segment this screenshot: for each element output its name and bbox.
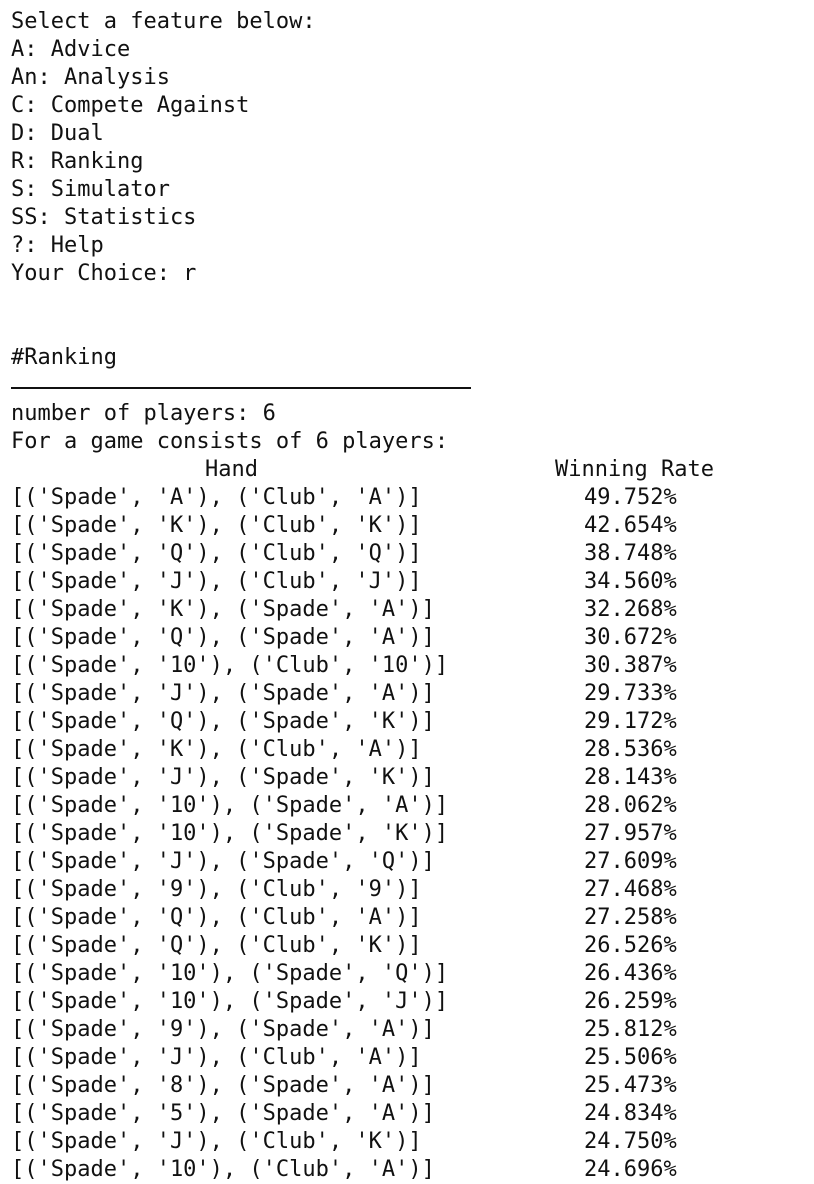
rate-cell: 25.812% — [584, 1017, 677, 1042]
separator-rule — [11, 372, 811, 400]
table-row: [('Spade', 'J'), ('Spade', 'K')] 28.143% — [11, 764, 811, 792]
separator-line — [11, 387, 471, 389]
table-row: [('Spade', 'K'), ('Spade', 'A')] 32.268% — [11, 596, 811, 624]
ranking-section: #Ranking number of players: 6 For a game… — [11, 344, 811, 1184]
hand-column-header: Hand — [205, 457, 258, 482]
players-count-line: number of players: 6 — [11, 401, 276, 426]
rate-cell: 38.748% — [584, 541, 677, 566]
rate-cell: 24.696% — [584, 1157, 677, 1182]
hand-cell: [('Spade', 'J'), ('Spade', 'K')] — [11, 765, 435, 790]
menu-option-help: ?: Help — [11, 233, 104, 258]
table-row: [('Spade', 'A'), ('Club', 'A')] 49.752% — [11, 484, 811, 512]
rate-cell: 25.506% — [584, 1045, 677, 1070]
hand-cell: [('Spade', 'A'), ('Club', 'A')] — [11, 485, 422, 510]
table-row: [('Spade', 'Q'), ('Club', 'Q')] 38.748% — [11, 540, 811, 568]
rate-cell: 49.752% — [584, 485, 677, 510]
rate-cell: 34.560% — [584, 569, 677, 594]
table-row: [('Spade', 'K'), ('Club', 'A')] 28.536% — [11, 736, 811, 764]
hand-cell: [('Spade', '8'), ('Spade', 'A')] — [11, 1073, 435, 1098]
rate-cell: 42.654% — [584, 513, 677, 538]
table-row: [('Spade', '10'), ('Club', '10')] 30.387% — [11, 652, 811, 680]
table-row: [('Spade', '8'), ('Spade', 'A')] 25.473% — [11, 1072, 811, 1100]
table-row: [('Spade', '10'), ('Spade', 'A')] 28.062% — [11, 792, 811, 820]
choice-input-line: Your Choice: r — [11, 261, 197, 286]
rate-cell: 25.473% — [584, 1073, 677, 1098]
hand-cell: [('Spade', '10'), ('Club', 'A')] — [11, 1157, 435, 1182]
hand-cell: [('Spade', '10'), ('Spade', 'A')] — [11, 793, 449, 818]
rate-cell: 24.834% — [584, 1101, 677, 1126]
rate-cell: 27.468% — [584, 877, 677, 902]
hand-cell: [('Spade', 'J'), ('Club', 'J')] — [11, 569, 422, 594]
table-row: [('Spade', '10'), ('Spade', 'J')] 26.259% — [11, 988, 811, 1016]
rate-cell: 30.387% — [584, 653, 677, 678]
menu-option-simulator: S: Simulator — [11, 177, 170, 202]
rate-cell: 29.172% — [584, 709, 677, 734]
ranking-heading: #Ranking — [11, 345, 117, 370]
table-row: [('Spade', 'Q'), ('Club', 'A')] 27.258% — [11, 904, 811, 932]
hand-cell: [('Spade', '10'), ('Club', '10')] — [11, 653, 449, 678]
hand-cell: [('Spade', '5'), ('Spade', 'A')] — [11, 1101, 435, 1126]
table-row: [('Spade', 'Q'), ('Spade', 'A')] 30.672% — [11, 624, 811, 652]
hand-cell: [('Spade', 'J'), ('Club', 'A')] — [11, 1045, 422, 1070]
rate-cell: 32.268% — [584, 597, 677, 622]
rate-cell: 27.957% — [584, 821, 677, 846]
table-row: [('Spade', 'J'), ('Club', 'J')] 34.560% — [11, 568, 811, 596]
rate-cell: 28.536% — [584, 737, 677, 762]
menu-option-dual: D: Dual — [11, 121, 104, 146]
hand-cell: [('Spade', 'Q'), ('Club', 'A')] — [11, 905, 422, 930]
hand-cell: [('Spade', '9'), ('Spade', 'A')] — [11, 1017, 435, 1042]
winning-rate-column-header: Winning Rate — [555, 457, 714, 482]
hand-cell: [('Spade', '10'), ('Spade', 'K')] — [11, 821, 449, 846]
blank-line — [11, 316, 811, 344]
menu-option-ranking: R: Ranking — [11, 149, 144, 174]
rate-cell: 27.609% — [584, 849, 677, 874]
table-row: [('Spade', 'J'), ('Club', 'K')] 24.750% — [11, 1128, 811, 1156]
hand-cell: [('Spade', 'K'), ('Spade', 'A')] — [11, 597, 435, 622]
ranking-table-header: Hand Winning Rate — [11, 456, 811, 484]
hand-cell: [('Spade', 'Q'), ('Club', 'K')] — [11, 933, 422, 958]
menu-option-statistics: SS: Statistics — [11, 205, 197, 230]
menu-prompt: Select a feature below: — [11, 9, 316, 34]
hand-cell: [('Spade', 'K'), ('Club', 'A')] — [11, 737, 422, 762]
table-row: [('Spade', '10'), ('Club', 'A')] 24.696% — [11, 1156, 811, 1184]
hand-cell: [('Spade', 'J'), ('Club', 'K')] — [11, 1129, 422, 1154]
hand-cell: [('Spade', 'J'), ('Spade', 'A')] — [11, 681, 435, 706]
table-row: [('Spade', 'Q'), ('Spade', 'K')] 29.172% — [11, 708, 811, 736]
menu-option-compete-against: C: Compete Against — [11, 93, 250, 118]
rate-cell: 28.062% — [584, 793, 677, 818]
hand-cell: [('Spade', 'K'), ('Club', 'K')] — [11, 513, 422, 538]
ranking-table-body: [('Spade', 'A'), ('Club', 'A')] 49.752% [… — [11, 484, 811, 1184]
table-row: [('Spade', 'Q'), ('Club', 'K')] 26.526% — [11, 932, 811, 960]
hand-cell: [('Spade', 'Q'), ('Spade', 'K')] — [11, 709, 435, 734]
hand-cell: [('Spade', '10'), ('Spade', 'J')] — [11, 989, 449, 1014]
rate-cell: 29.733% — [584, 681, 677, 706]
menu-section: Select a feature below: A: Advice An: An… — [11, 8, 811, 288]
table-row: [('Spade', '5'), ('Spade', 'A')] 24.834% — [11, 1100, 811, 1128]
table-row: [('Spade', '9'), ('Club', '9')] 27.468% — [11, 876, 811, 904]
rate-cell: 27.258% — [584, 905, 677, 930]
game-description-line: For a game consists of 6 players: — [11, 429, 449, 454]
rate-cell: 24.750% — [584, 1129, 677, 1154]
table-row: [('Spade', 'J'), ('Spade', 'Q')] 27.609% — [11, 848, 811, 876]
blank-line — [11, 288, 811, 316]
rate-cell: 26.436% — [584, 961, 677, 986]
rate-cell: 30.672% — [584, 625, 677, 650]
rate-cell: 26.259% — [584, 989, 677, 1014]
table-row: [('Spade', 'K'), ('Club', 'K')] 42.654% — [11, 512, 811, 540]
table-row: [('Spade', 'J'), ('Spade', 'A')] 29.733% — [11, 680, 811, 708]
table-row: [('Spade', 'J'), ('Club', 'A')] 25.506% — [11, 1044, 811, 1072]
table-row: [('Spade', '10'), ('Spade', 'Q')] 26.436% — [11, 960, 811, 988]
table-row: [('Spade', '10'), ('Spade', 'K')] 27.957% — [11, 820, 811, 848]
menu-option-analysis: An: Analysis — [11, 65, 170, 90]
terminal-output[interactable]: Select a feature below: A: Advice An: An… — [11, 8, 811, 1184]
menu-option-advice: A: Advice — [11, 37, 131, 62]
table-row: [('Spade', '9'), ('Spade', 'A')] 25.812% — [11, 1016, 811, 1044]
hand-cell: [('Spade', '9'), ('Club', '9')] — [11, 877, 422, 902]
hand-cell: [('Spade', '10'), ('Spade', 'Q')] — [11, 961, 449, 986]
hand-cell: [('Spade', 'Q'), ('Club', 'Q')] — [11, 541, 422, 566]
rate-cell: 26.526% — [584, 933, 677, 958]
rate-cell: 28.143% — [584, 765, 677, 790]
hand-cell: [('Spade', 'J'), ('Spade', 'Q')] — [11, 849, 435, 874]
hand-cell: [('Spade', 'Q'), ('Spade', 'A')] — [11, 625, 435, 650]
